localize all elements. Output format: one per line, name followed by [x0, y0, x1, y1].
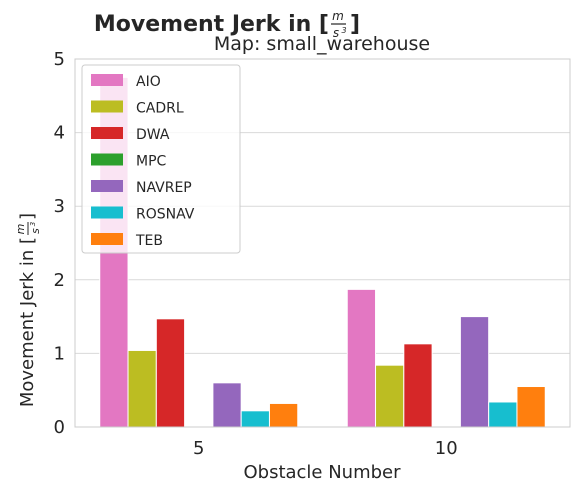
- y-tick-label: 5: [54, 49, 65, 70]
- bar-cadrl-5: [127, 349, 157, 428]
- chart-title-suffix: ]: [350, 12, 360, 37]
- bars: [99, 76, 546, 428]
- y-axis-unit-power: 3: [29, 222, 37, 226]
- title-unit: m s 3: [331, 9, 347, 40]
- legend: AIO CADRL DWA MPC NAVREP ROSNAV TEB: [81, 64, 241, 254]
- legend-swatch-cadrl: [91, 100, 123, 113]
- legend-label-navrep: NAVREP: [136, 180, 192, 196]
- chart-subtitle: Map: small_warehouse: [214, 33, 430, 55]
- legend-label-cadrl: CADRL: [136, 101, 184, 117]
- legend-label-mpc: MPC: [136, 154, 167, 170]
- bar-rosnav-10: [488, 401, 518, 428]
- title-unit-numerator: m: [332, 9, 344, 23]
- bar-teb-5: [268, 402, 299, 428]
- bar-rosnav-5: [240, 410, 270, 428]
- legend-label-rosnav: ROSNAV: [136, 207, 195, 223]
- title-unit-denominator: s: [333, 26, 339, 40]
- y-axis-label-suffix: ]: [17, 213, 38, 220]
- bar-aio-10: [346, 288, 377, 428]
- legend-swatch-teb: [91, 233, 123, 245]
- title-unit-power: 3: [341, 26, 346, 35]
- legend-label-teb: TEB: [135, 233, 163, 249]
- legend-swatch-mpc: [91, 153, 123, 166]
- y-tick-label: 2: [54, 270, 65, 291]
- bar-dwa-5: [155, 318, 186, 428]
- legend-swatch-navrep: [91, 180, 123, 192]
- y-axis-label-prefix: Movement Jerk in [: [17, 237, 38, 407]
- bar-cadrl-10: [375, 364, 405, 428]
- y-tick-label: 1: [54, 343, 65, 364]
- bar-dwa-10: [403, 343, 433, 428]
- legend-swatch-aio: [91, 74, 123, 86]
- x-tick-label: 10: [435, 438, 458, 459]
- y-axis-unit-numerator: m: [14, 224, 27, 235]
- y-axis-unit-denominator: s: [29, 228, 42, 234]
- legend-label-dwa: DWA: [136, 127, 170, 143]
- x-tick-labels: 5 10: [193, 438, 458, 459]
- legend-label-aio: AIO: [136, 74, 161, 90]
- chart-title: Movement Jerk in [: [94, 12, 329, 37]
- legend-swatch-dwa: [91, 127, 123, 139]
- legend-items: AIO CADRL DWA MPC NAVREP ROSNAV TEB: [91, 74, 195, 249]
- legend-swatch-rosnav: [91, 206, 123, 219]
- y-tick-label: 4: [54, 123, 65, 144]
- y-axis-label: Movement Jerk in [ m s 3 ]: [14, 213, 42, 407]
- bar-teb-10: [516, 386, 546, 428]
- plot-frame: [74, 58, 571, 428]
- y-tick-label: 0: [54, 417, 65, 438]
- y-tick-labels: 0 1 2 3 4 5: [54, 49, 65, 438]
- bar-navrep-10: [459, 316, 490, 428]
- x-tick-label: 5: [193, 438, 204, 459]
- bar-navrep-5: [212, 382, 242, 428]
- x-axis-label: Obstacle Number: [243, 462, 401, 483]
- y-tick-label: 3: [54, 196, 65, 217]
